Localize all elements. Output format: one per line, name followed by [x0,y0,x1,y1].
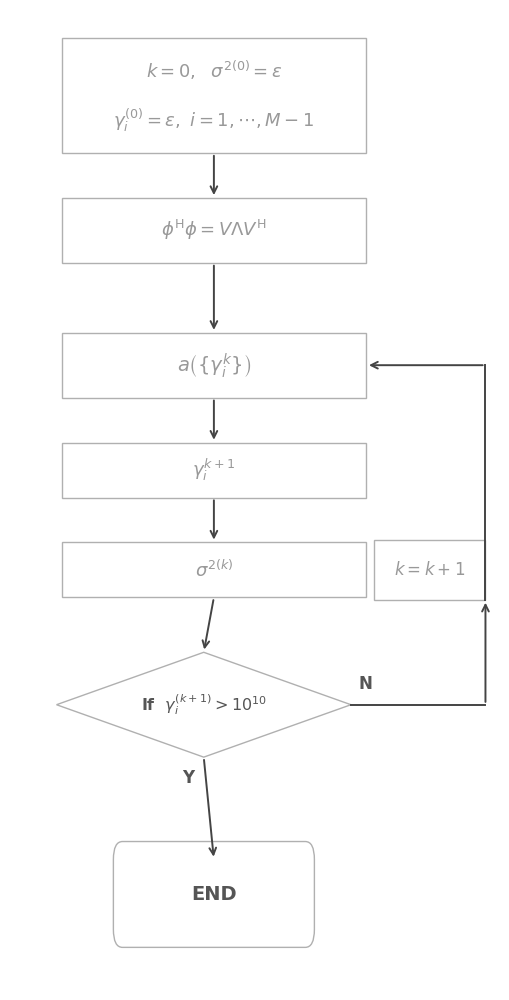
Text: $\gamma_i^{k+1}$: $\gamma_i^{k+1}$ [192,457,236,483]
FancyBboxPatch shape [374,540,486,600]
Text: $k=0,\ \ \sigma^{2(0)}=\varepsilon$: $k=0,\ \ \sigma^{2(0)}=\varepsilon$ [146,59,282,82]
Polygon shape [56,652,351,757]
FancyBboxPatch shape [62,333,366,398]
Text: $\gamma_i^{(0)}=\varepsilon,\ i=1,\cdots,M-1$: $\gamma_i^{(0)}=\varepsilon,\ i=1,\cdots… [114,107,315,134]
Text: If $\ \gamma_i^{(k+1)}>10^{10}$: If $\ \gamma_i^{(k+1)}>10^{10}$ [140,692,267,717]
Text: $\sigma^{2(k)}$: $\sigma^{2(k)}$ [195,559,233,581]
FancyBboxPatch shape [62,38,366,153]
Text: N: N [358,675,373,693]
Text: Y: Y [182,769,194,787]
Text: $a\left(\{\gamma_i^k\}\right)$: $a\left(\{\gamma_i^k\}\right)$ [177,351,251,380]
Text: $k=k+1$: $k=k+1$ [394,561,465,579]
FancyBboxPatch shape [62,198,366,263]
FancyBboxPatch shape [62,542,366,597]
Text: $\phi^{\mathrm{H}}\phi = V\Lambda V^{\mathrm{H}}$: $\phi^{\mathrm{H}}\phi = V\Lambda V^{\ma… [161,218,267,242]
FancyBboxPatch shape [62,443,366,498]
FancyBboxPatch shape [114,842,315,947]
Text: END: END [191,885,237,904]
